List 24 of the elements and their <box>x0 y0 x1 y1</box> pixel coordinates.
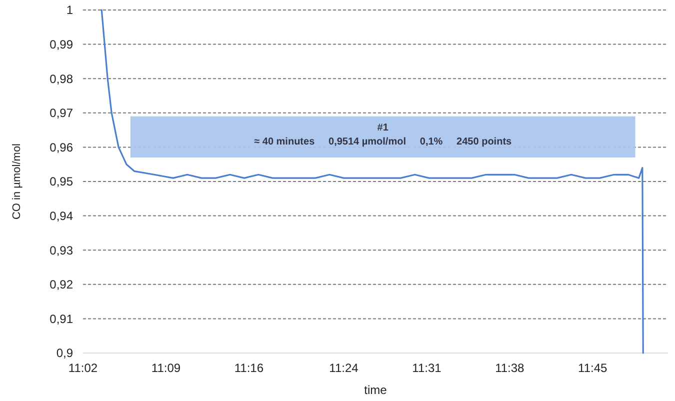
y-tick-label: 0,9 <box>56 346 74 360</box>
x-tick-label: 11:02 <box>68 361 98 375</box>
y-tick-label: 0,93 <box>50 243 74 258</box>
y-tick-label: 1 <box>66 3 74 18</box>
x-tick-label: 11:16 <box>234 361 264 375</box>
note-box: #1 ≈ 40 minutes 0,9514 µmol/mol 0,1% 2450 points <box>130 116 636 158</box>
y-tick-label: 0,98 <box>50 72 74 86</box>
x-tick-label: 11:45 <box>578 361 608 375</box>
y-tick-label: 0,96 <box>50 140 74 154</box>
y-tick-label: 0,94 <box>50 209 74 223</box>
y-tick-label: 0,92 <box>50 278 74 292</box>
y-tick-label: 0,99 <box>50 38 74 52</box>
y-tick-label: 0,95 <box>50 174 74 189</box>
annotation: #1 <box>377 122 389 134</box>
x-tick-label: 11:31 <box>412 361 442 375</box>
y-tick-label: 0,97 <box>50 106 74 120</box>
x-tick-label: 11:24 <box>329 361 359 375</box>
line-series <box>100 9 644 354</box>
x-tick-label: 11:09 <box>151 361 181 375</box>
x-tick-label: 11:38 <box>495 361 525 375</box>
annotation: ≈ 40 minutes 0,9514 µmol/mol 0,1% 2450 points <box>254 136 512 148</box>
x-axis-title: time <box>364 383 388 397</box>
y-axis-title: CO in µmol/mol <box>11 143 23 220</box>
y-tick-label: 0,91 <box>50 312 74 326</box>
